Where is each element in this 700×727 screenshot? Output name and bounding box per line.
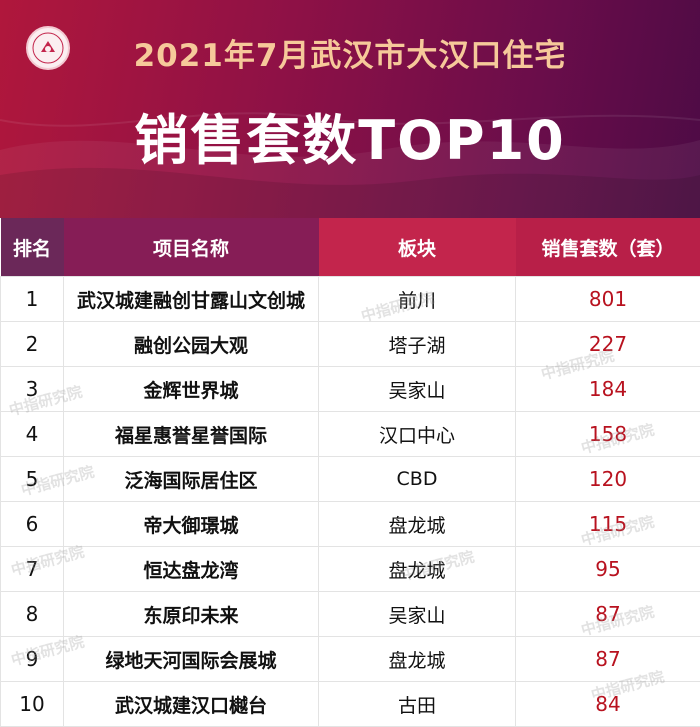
area-cell: 盘龙城 bbox=[319, 547, 516, 592]
sales-cell: 84 bbox=[516, 682, 700, 727]
header-banner: 2021年7月武汉市大汉口住宅 销售套数TOP10 bbox=[0, 0, 700, 218]
table-row: 5 泛海国际居住区 CBD 120 bbox=[1, 457, 700, 502]
sales-cell: 801 bbox=[516, 277, 700, 322]
project-name-cell: 东原印未来 bbox=[64, 592, 319, 637]
table-header-row: 排名 项目名称 板块 销售套数（套） bbox=[1, 218, 700, 277]
column-header-sales: 销售套数（套） bbox=[516, 218, 700, 277]
title-line-2: 销售套数TOP10 bbox=[0, 96, 700, 175]
rank-cell: 6 bbox=[1, 502, 64, 547]
project-name-cell: 武汉城建汉口樾台 bbox=[64, 682, 319, 727]
table-row: 4 福星惠誉星誉国际 汉口中心 158 bbox=[1, 412, 700, 457]
project-name-cell: 绿地天河国际会展城 bbox=[64, 637, 319, 682]
area-cell: 汉口中心 bbox=[319, 412, 516, 457]
rank-cell: 5 bbox=[1, 457, 64, 502]
sales-cell: 120 bbox=[516, 457, 700, 502]
sales-cell: 158 bbox=[516, 412, 700, 457]
project-name-cell: 融创公园大观 bbox=[64, 322, 319, 367]
area-cell: 盘龙城 bbox=[319, 502, 516, 547]
sales-cell: 184 bbox=[516, 367, 700, 412]
table-row: 8 东原印未来 吴家山 87 bbox=[1, 592, 700, 637]
area-cell: 盘龙城 bbox=[319, 637, 516, 682]
table-row: 7 恒达盘龙湾 盘龙城 95 bbox=[1, 547, 700, 592]
project-name-cell: 恒达盘龙湾 bbox=[64, 547, 319, 592]
project-name-cell: 帝大御璟城 bbox=[64, 502, 319, 547]
table-row: 9 绿地天河国际会展城 盘龙城 87 bbox=[1, 637, 700, 682]
area-cell: 吴家山 bbox=[319, 592, 516, 637]
project-name-cell: 福星惠誉星誉国际 bbox=[64, 412, 319, 457]
area-cell: 古田 bbox=[319, 682, 516, 727]
rank-cell: 8 bbox=[1, 592, 64, 637]
area-cell: 吴家山 bbox=[319, 367, 516, 412]
area-cell: 前川 bbox=[319, 277, 516, 322]
sales-cell: 95 bbox=[516, 547, 700, 592]
area-cell: CBD bbox=[319, 457, 516, 502]
project-name-cell: 泛海国际居住区 bbox=[64, 457, 319, 502]
column-header-project: 项目名称 bbox=[64, 218, 319, 277]
project-name-cell: 武汉城建融创甘露山文创城 bbox=[64, 277, 319, 322]
sales-cell: 115 bbox=[516, 502, 700, 547]
area-cell: 塔子湖 bbox=[319, 322, 516, 367]
rank-cell: 10 bbox=[1, 682, 64, 727]
table-row: 10 武汉城建汉口樾台 古田 84 bbox=[1, 682, 700, 727]
table-row: 2 融创公园大观 塔子湖 227 bbox=[1, 322, 700, 367]
rank-cell: 9 bbox=[1, 637, 64, 682]
table-row: 3 金辉世界城 吴家山 184 bbox=[1, 367, 700, 412]
table-row: 6 帝大御璟城 盘龙城 115 bbox=[1, 502, 700, 547]
sales-cell: 87 bbox=[516, 637, 700, 682]
sales-cell: 87 bbox=[516, 592, 700, 637]
title-line-1: 2021年7月武汉市大汉口住宅 bbox=[0, 30, 700, 75]
sales-ranking-table: 排名 项目名称 板块 销售套数（套） 1 武汉城建融创甘露山文创城 前川 801… bbox=[0, 218, 700, 727]
rank-cell: 3 bbox=[1, 367, 64, 412]
sales-cell: 227 bbox=[516, 322, 700, 367]
column-header-rank: 排名 bbox=[1, 218, 64, 277]
rank-cell: 2 bbox=[1, 322, 64, 367]
project-name-cell: 金辉世界城 bbox=[64, 367, 319, 412]
column-header-area: 板块 bbox=[319, 218, 516, 277]
rank-cell: 1 bbox=[1, 277, 64, 322]
table-row: 1 武汉城建融创甘露山文创城 前川 801 bbox=[1, 277, 700, 322]
rank-cell: 7 bbox=[1, 547, 64, 592]
rank-cell: 4 bbox=[1, 412, 64, 457]
